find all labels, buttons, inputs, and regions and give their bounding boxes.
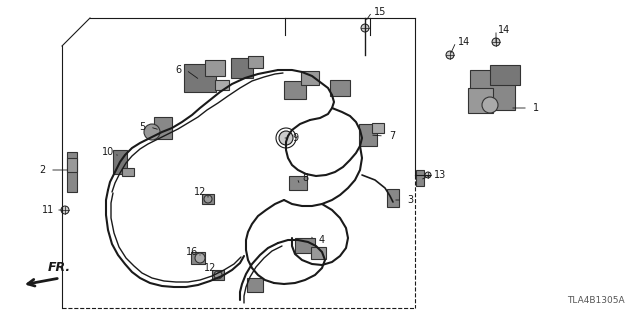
Circle shape	[492, 38, 500, 46]
Circle shape	[361, 24, 369, 32]
Text: 12: 12	[204, 263, 216, 273]
Text: 2: 2	[39, 165, 45, 175]
Bar	[67, 152, 77, 192]
Circle shape	[195, 253, 205, 263]
Bar	[416, 170, 424, 186]
Text: 14: 14	[458, 37, 470, 47]
Bar	[231, 58, 253, 78]
Bar	[202, 194, 214, 204]
Bar	[191, 252, 205, 264]
Bar	[113, 150, 127, 174]
Bar	[154, 117, 172, 139]
Text: 5: 5	[139, 122, 145, 132]
Text: FR.: FR.	[48, 261, 71, 274]
Text: 3: 3	[407, 195, 413, 205]
Bar	[301, 71, 319, 85]
Bar	[67, 158, 77, 172]
Bar	[122, 168, 134, 176]
Text: 1: 1	[533, 103, 539, 113]
Text: 10: 10	[102, 147, 114, 157]
Circle shape	[214, 271, 222, 279]
Text: 4: 4	[319, 235, 325, 245]
Bar	[310, 247, 326, 259]
Text: 16: 16	[186, 247, 198, 257]
Text: 6: 6	[175, 65, 181, 75]
Bar	[372, 123, 384, 133]
Bar	[295, 237, 315, 252]
Text: 9: 9	[292, 133, 298, 143]
Circle shape	[482, 97, 498, 113]
Text: 13: 13	[434, 170, 446, 180]
Circle shape	[61, 206, 69, 214]
Circle shape	[446, 51, 454, 59]
Text: 15: 15	[374, 7, 386, 17]
Circle shape	[204, 195, 212, 203]
Bar	[490, 65, 520, 85]
Bar	[215, 80, 229, 90]
Circle shape	[144, 124, 160, 140]
Bar	[184, 64, 216, 92]
Text: 8: 8	[302, 173, 308, 183]
Text: 14: 14	[498, 25, 510, 35]
Bar	[359, 124, 377, 146]
Text: 12: 12	[194, 187, 206, 197]
Bar	[205, 60, 225, 76]
Text: 7: 7	[389, 131, 395, 141]
Circle shape	[425, 172, 431, 178]
Bar	[387, 189, 399, 207]
Bar	[470, 70, 515, 110]
Bar	[247, 278, 263, 292]
Text: 11: 11	[42, 205, 54, 215]
Bar	[248, 56, 262, 68]
Bar	[289, 176, 307, 190]
Bar	[284, 81, 306, 99]
Bar	[212, 270, 224, 280]
Circle shape	[279, 131, 293, 145]
Bar	[467, 87, 493, 113]
Bar	[330, 80, 350, 96]
Text: TLA4B1305A: TLA4B1305A	[568, 296, 625, 305]
